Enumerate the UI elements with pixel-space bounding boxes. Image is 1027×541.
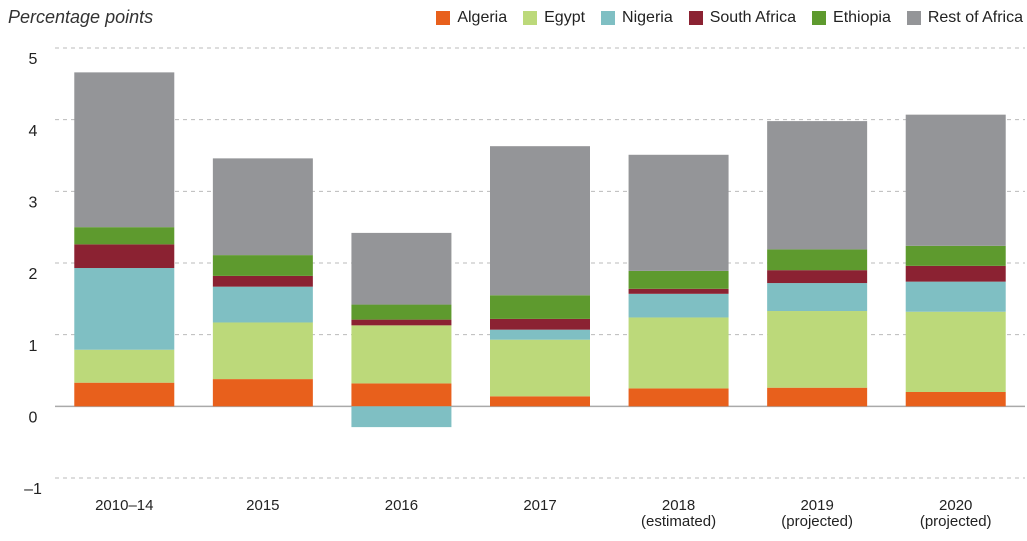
x-tick-label: 2015: [246, 497, 280, 514]
x-tick-label: 2016: [384, 497, 419, 514]
bar-segment: [490, 318, 590, 330]
legend: Algeria Egypt Nigeria South Africa Ethiopia R…: [436, 9, 1023, 27]
bar-segment: [628, 270, 729, 289]
legend-swatch: [688, 11, 703, 25]
bar-segment: [767, 270, 868, 284]
bar-segment: [905, 265, 1006, 282]
legend-item: Ethiopia: [812, 9, 891, 27]
bar-segment: [905, 114, 1006, 246]
y-tick-label: 1: [29, 338, 38, 355]
bar-segment: [490, 146, 590, 296]
bar-segment: [767, 283, 868, 312]
bar-segment: [351, 232, 452, 305]
y-tick-label: –1: [24, 481, 42, 498]
bar-segment: [351, 319, 452, 326]
legend-swatch: [523, 11, 538, 25]
bar-segment: [212, 322, 313, 380]
bar-segment: [74, 268, 175, 350]
bar-segment: [767, 249, 868, 271]
bar-segment: [212, 255, 313, 276]
bar-segment: [74, 244, 175, 269]
x-tick-label: 2010–14: [95, 497, 154, 514]
bar-segment: [628, 288, 729, 294]
legend-label: South Africa: [709, 9, 797, 26]
bar-segment: [351, 304, 452, 320]
bar-segment: [490, 329, 590, 340]
bar-segment: [767, 387, 868, 407]
bar-segment: [905, 281, 1006, 312]
x-tick-label: 2020 (projected): [919, 497, 992, 530]
legend-item: Algeria: [436, 9, 507, 27]
bar-segment: [905, 245, 1006, 266]
legend-label: Ethiopia: [833, 9, 891, 26]
y-tick-label: 5: [29, 51, 38, 68]
bar-segment: [212, 379, 313, 407]
legend-swatch: [906, 11, 921, 25]
bar-segment: [351, 406, 452, 428]
legend-swatch: [601, 11, 616, 25]
bar-segment: [767, 311, 868, 388]
bar-segment: [212, 286, 313, 323]
bar-segment: [628, 317, 729, 389]
legend-label: Nigeria: [622, 9, 673, 26]
legend-item: Nigeria: [601, 9, 673, 27]
bar-segment: [490, 295, 590, 319]
y-tick-label: 2: [29, 266, 38, 283]
x-tick-label: 2019 (projected): [781, 497, 853, 530]
bar-segment: [74, 72, 175, 228]
bar-segment: [905, 311, 1006, 392]
bar-segment: [74, 349, 175, 383]
bar-segment: [628, 388, 729, 407]
bar-segment: [628, 154, 729, 271]
x-tick-label: 2018 (estimated): [641, 497, 717, 530]
legend-label: Egypt: [544, 9, 586, 26]
bar-segment: [490, 339, 590, 397]
legend-label: Rest of Africa: [927, 9, 1023, 26]
x-tick-label: 2017: [523, 497, 557, 514]
bar-segment: [628, 293, 729, 318]
legend-swatch: [812, 11, 827, 25]
bar-segment: [212, 158, 313, 256]
bar-segment: [767, 121, 868, 250]
legend-label: Algeria: [457, 9, 508, 26]
legend-item: Rest of Africa: [906, 9, 1023, 27]
legend-item: Egypt: [523, 9, 585, 27]
bar-segment: [74, 227, 175, 245]
legend-swatch: [436, 11, 451, 25]
bar-segment: [490, 396, 590, 407]
y-tick-label: 3: [29, 195, 38, 212]
y-tick-label: 0: [29, 410, 38, 427]
bar-segment: [351, 325, 452, 384]
axis-label: Percentage points: [8, 7, 154, 27]
y-tick-label: 4: [29, 123, 38, 140]
bar-segment: [351, 383, 452, 407]
bar-segment: [74, 382, 175, 407]
bar-segment: [905, 392, 1006, 407]
legend-item: South Africa: [688, 9, 797, 27]
bar-segment: [212, 275, 313, 287]
